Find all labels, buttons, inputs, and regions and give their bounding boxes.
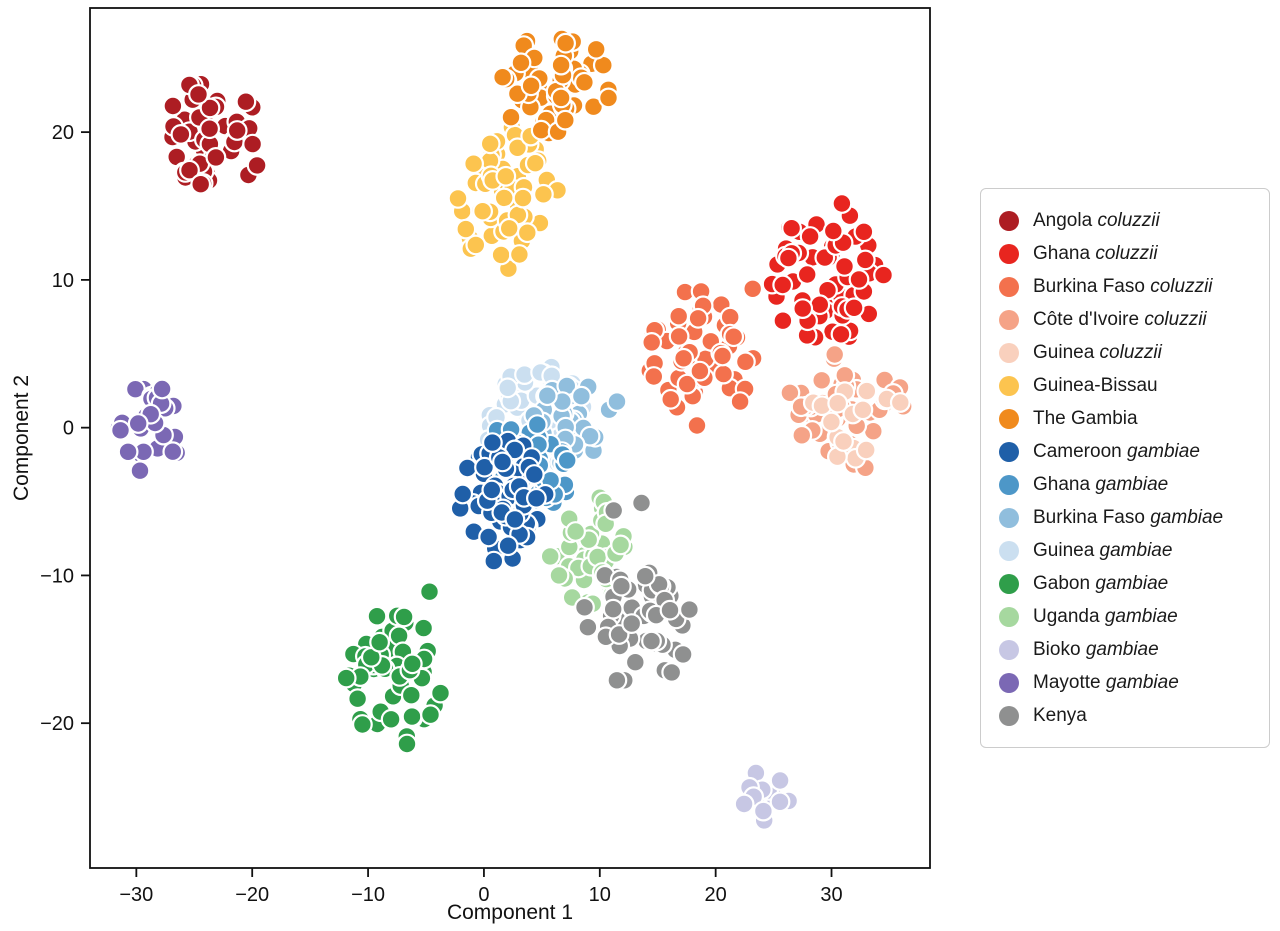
plot-frame (89, 7, 931, 869)
legend-label: The Gambia (1033, 407, 1138, 429)
x-tick-label: −30 (119, 884, 153, 906)
legend-swatch (999, 639, 1019, 660)
legend-item-angola-coluzzii: Angola coluzzii (999, 204, 1251, 237)
cluster-gabon-gambiae (335, 581, 451, 755)
x-tick-label: 20 (705, 884, 727, 906)
legend-label: Kenya (1033, 704, 1087, 726)
legend-label: Angola coluzzii (1033, 209, 1160, 231)
legend-label: Bioko gambiae (1033, 638, 1159, 660)
legend-item-guinea-coluzzii: Guinea coluzzii (999, 336, 1251, 369)
legend-label: Burkina Faso gambiae (1033, 506, 1224, 528)
legend-swatch (999, 441, 1019, 462)
legend-label: Uganda gambiae (1033, 605, 1178, 627)
legend-item-ghana-gambiae: Ghana gambiae (999, 468, 1251, 501)
y-tick-label: −10 (40, 565, 74, 587)
legend-swatch (999, 606, 1019, 627)
legend-label: Ghana coluzzii (1033, 242, 1158, 264)
x-axis-label: Component 1 (446, 901, 574, 924)
legend-swatch (999, 573, 1019, 594)
legend-label: Côte d'Ivoire coluzzii (1033, 308, 1207, 330)
cluster-guinea-bissau (447, 116, 568, 280)
legend-swatch (999, 408, 1019, 429)
legend-item-ghana-coluzzii: Ghana coluzzii (999, 237, 1251, 270)
legend-swatch (999, 210, 1019, 231)
legend-swatch (999, 375, 1019, 396)
legend-item-burkina-faso-coluzzii: Burkina Faso coluzzii (999, 270, 1251, 303)
y-tick-label: 20 (52, 122, 74, 144)
legend-item-burkina-faso-gambiae: Burkina Faso gambiae (999, 501, 1251, 534)
y-axis-label: Component 2 (10, 374, 33, 502)
legend-swatch (999, 243, 1019, 264)
x-tick-label: 30 (820, 884, 842, 906)
legend-item-gabon-gambiae: Gabon gambiae (999, 567, 1251, 600)
legend-label: Guinea coluzzii (1033, 341, 1162, 363)
legend-swatch (999, 474, 1019, 495)
legend-label: Gabon gambiae (1033, 572, 1169, 594)
legend-item-kenya: Kenya (999, 699, 1251, 732)
legend-label: Guinea-Bissau (1033, 374, 1158, 396)
cluster-mayotte-gambiae (108, 378, 188, 482)
legend-label: Burkina Faso coluzzii (1033, 275, 1213, 297)
legend-swatch (999, 309, 1019, 330)
x-tick-label: −20 (235, 884, 269, 906)
legend-item-guinea-gambiae: Guinea gambiae (999, 534, 1251, 567)
y-tick-label: 0 (63, 418, 74, 440)
legend-item-bioko-gambiae: Bioko gambiae (999, 633, 1251, 666)
legend-swatch (999, 276, 1019, 297)
legend-item-mayotte-gambiae: Mayotte gambiae (999, 666, 1251, 699)
legend-item-guinea-bissau: Guinea-Bissau (999, 369, 1251, 402)
legend-item-cameroon-gambiae: Cameroon gambiae (999, 435, 1251, 468)
cluster-bioko-gambiae (733, 762, 799, 831)
legend-swatch (999, 507, 1019, 528)
legend-item-the-gambia: The Gambia (999, 402, 1251, 435)
legend-swatch (999, 342, 1019, 363)
x-tick-label: 0 (478, 884, 489, 906)
legend-label: Guinea gambiae (1033, 539, 1173, 561)
x-tick-label: −10 (351, 884, 385, 906)
cluster-angola-coluzzii (162, 73, 268, 195)
legend: Angola coluzzii Ghana coluzzii Burkina Fas… (980, 188, 1270, 748)
y-tick-label: 10 (52, 270, 74, 292)
legend-label: Ghana gambiae (1033, 473, 1169, 495)
legend-swatch (999, 540, 1019, 561)
legend-label: Cameroon gambiae (1033, 440, 1200, 462)
cluster-burkina-faso-coluzzii (639, 278, 764, 436)
cluster-cameroon-gambiae (449, 430, 556, 572)
y-tick-label: −20 (40, 713, 74, 735)
data-points-layer (108, 28, 914, 831)
cluster-kenya (574, 492, 700, 691)
cluster-guinea-coluzzii (802, 380, 911, 469)
x-tick-label: 10 (589, 884, 611, 906)
cluster-ghana-coluzzii (761, 193, 894, 348)
legend-swatch (999, 672, 1019, 693)
legend-item-c-te-d-ivoire-coluzzii: Côte d'Ivoire coluzzii (999, 303, 1251, 336)
legend-label: Mayotte gambiae (1033, 671, 1179, 693)
legend-swatch (999, 705, 1019, 726)
legend-item-uganda-gambiae: Uganda gambiae (999, 600, 1251, 633)
cluster-the-gambia (492, 28, 619, 144)
